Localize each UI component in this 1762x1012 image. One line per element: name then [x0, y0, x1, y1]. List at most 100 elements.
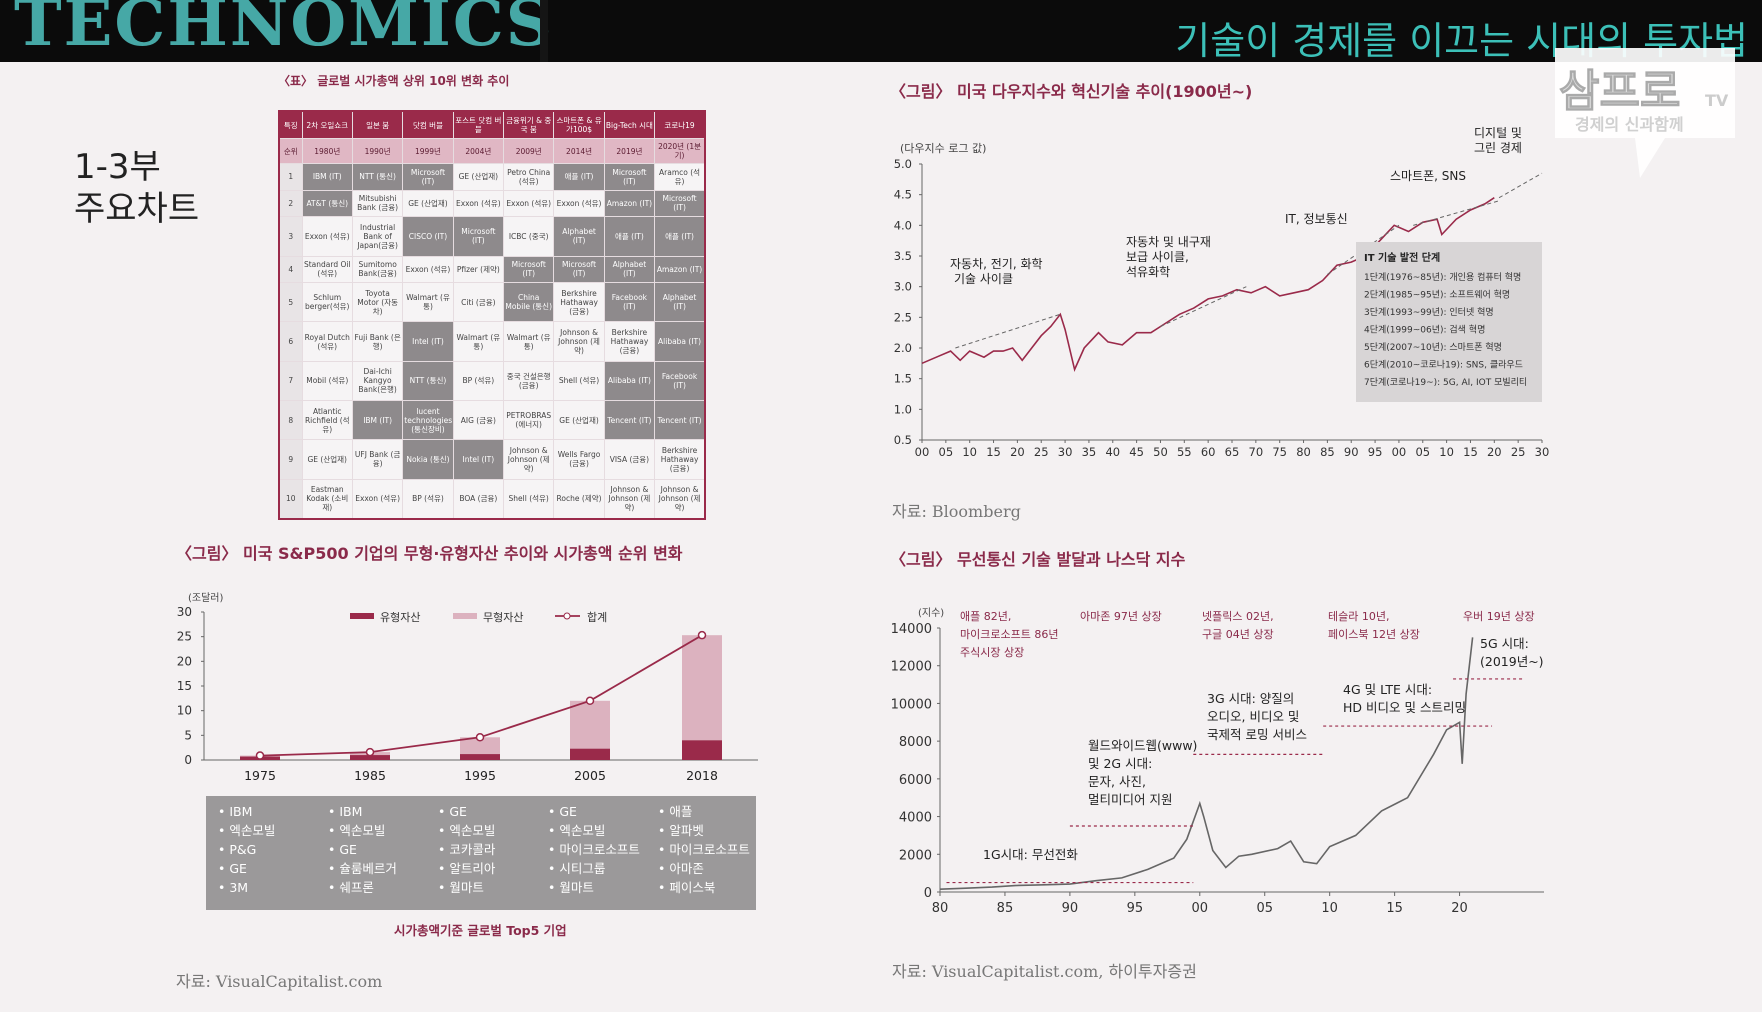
sp-bar-tangible — [350, 755, 390, 760]
company-cell: Alphabet (IT) — [553, 216, 605, 257]
company-cell: Wells Fargo (금융) — [553, 439, 605, 480]
top5-item: • 시티그룹 — [548, 861, 606, 876]
sp-xtick-label: 2005 — [574, 768, 606, 783]
nas-listing-note: 마이크로소프트 86년 — [960, 628, 1058, 641]
company-cell: Exxon (석유) — [553, 189, 605, 218]
dow-annotation: 스마트폰, SNS — [1390, 169, 1466, 183]
company-cell: Microsoft (IT) — [402, 163, 454, 191]
top5-box: • GE • 엑손모빌 • 마이크로소프트 • 시티그룹 • 월마트 — [536, 796, 646, 910]
rank-cell: 7 — [278, 360, 303, 401]
company-cell: Schlum berger(석유) — [301, 282, 353, 323]
table-header-row: 특징 2차 오일쇼크 일본 붐 닷컴 버블 포스트 닷컴 버블 금융위기 & 중국 붐 스마… — [278, 110, 706, 139]
channel-logo: 삼프로 TV 경제의 신과함께 — [1555, 48, 1735, 178]
company-cell: GE (산업재) — [553, 399, 605, 441]
company-cell: IBM (IT) — [301, 163, 353, 191]
company-cell: Alibaba (IT) — [654, 321, 706, 362]
nasdaq-source: 자료: VisualCapitalist.com, 하이투자증권 — [892, 962, 1197, 981]
dow-trend-arrow — [1498, 172, 1543, 199]
year-cell: 1980년 — [301, 138, 353, 164]
company-cell: Johnson & Johnson (제약) — [654, 478, 706, 520]
sp-bar-tangible — [570, 748, 610, 760]
nas-era-label: 및 2G 시대: — [1088, 756, 1152, 771]
sp-bar-intangible — [460, 737, 500, 755]
nas-era-label: 오디오, 비디오 및 — [1207, 709, 1299, 724]
company-cell: Eastman Kodak (소비재) — [301, 478, 353, 520]
year-cell: 2009년 — [503, 138, 555, 164]
company-cell: lucent technologies (통신장비) — [402, 399, 454, 441]
nas-ytick-label: 14000 — [891, 622, 932, 637]
table-row: 10 Eastman Kodak (소비재) Exxon (석유) BP (석유) BO… — [278, 478, 706, 520]
dow-annotation: 자동차 및 내구재 — [1126, 235, 1211, 249]
table-row: 5 Schlum berger(석유) Toyota Motor (자동차) Walm… — [278, 282, 706, 323]
rank-cell: 8 — [278, 399, 303, 441]
top5-item: • 월마트 — [548, 880, 594, 895]
sp-ytick-label: 30 — [177, 605, 192, 619]
sp-legend-label: 무형자산 — [483, 611, 523, 624]
company-cell: China Mobile (통신) — [503, 282, 555, 323]
table-row: 4 Standard Oil (석유) Sumitomo Bank(금융) Exxon… — [278, 255, 706, 284]
nas-xtick-label: 90 — [1062, 901, 1079, 916]
market-cap-table: 특징 2차 오일쇼크 일본 붐 닷컴 버블 포스트 닷컴 버블 금융위기 & 중국 붐 스마… — [278, 110, 706, 520]
company-cell: 애플 (IT) — [553, 163, 605, 191]
nas-ytick-label: 12000 — [891, 660, 932, 675]
company-cell: Atlantic Richfield (석유) — [301, 399, 353, 441]
nas-era-label: (2019년~) — [1480, 654, 1544, 669]
dow-ytick-label: 2.0 — [894, 341, 912, 355]
company-cell: Petro China (석유) — [503, 163, 555, 191]
sp-legend-swatch — [453, 613, 477, 619]
nas-listing-note: 우버 19년 상장 — [1463, 610, 1535, 623]
company-cell: Roche (제약) — [553, 478, 605, 520]
nas-ytick-label: 4000 — [899, 811, 932, 826]
nas-ytick-label: 6000 — [899, 773, 932, 788]
top5-box: • GE • 엑손모빌 • 코카콜라 • 알트리아 • 월마트 — [426, 796, 536, 910]
table-row: 9 GE (산업재) UFJ Bank (금융) Nokia (통신) Intel (I… — [278, 439, 706, 480]
rank-cell: 10 — [278, 478, 303, 520]
company-cell: Alphabet (IT) — [654, 282, 706, 323]
sp-bar-intangible — [682, 635, 722, 741]
table-row: 3 Exxon (석유) Industrial Bank of Japan(금융) C… — [278, 216, 706, 257]
sp-chart-title: 〈그림〉 미국 S&P500 기업의 무형·유형자산 추이와 시가총액 순위 변… — [176, 544, 683, 563]
company-cell: Walmart (유통) — [452, 321, 505, 362]
table-header-cell: Big-Tech 시대 — [603, 110, 656, 139]
company-cell: IBM (IT) — [351, 399, 404, 441]
company-cell: NTT (통신) — [402, 360, 454, 401]
rank-cell: 9 — [278, 439, 303, 480]
dow-annotation: 자동차, 전기, 화학 — [950, 257, 1043, 271]
company-cell: AT&T (통신) — [301, 189, 353, 218]
company-cell: Walmart (유통) — [402, 282, 454, 323]
dow-xtick-label: 20 — [1010, 445, 1025, 459]
company-cell: PETROBRAS (에너지) — [503, 399, 555, 441]
sp-total-point — [697, 630, 707, 640]
dow-annotation: IT, 정보통신 — [1285, 212, 1348, 226]
company-cell: BOA (금융) — [452, 478, 505, 520]
top5-item: • 엑손모빌 — [328, 823, 386, 838]
dow-legend-item: 2단계(1985~95년): 소프트웨어 혁명 — [1364, 289, 1510, 301]
sp-ytick-label: 5 — [184, 728, 192, 742]
sp-total-point — [365, 747, 375, 757]
section-label-line1: 1-3부 — [74, 147, 161, 187]
nas-era-label: 3G 시대: 양질의 — [1207, 691, 1294, 706]
dow-xtick-label: 45 — [1129, 445, 1144, 459]
company-cell: Exxon (석유) — [301, 216, 353, 257]
company-cell: Johnson & Johnson (제약) — [553, 321, 605, 362]
company-cell: AIG (금융) — [452, 399, 505, 441]
nas-xtick-label: 05 — [1256, 901, 1273, 916]
dow-ytick-label: 5.0 — [894, 157, 912, 171]
year-cell: 2014년 — [553, 138, 605, 164]
dow-series-line — [921, 197, 1495, 372]
nas-era-label: 멀티미디어 지원 — [1088, 792, 1172, 807]
top5-item: • 페이스북 — [658, 880, 716, 895]
section-label-line2: 주요차트 — [74, 189, 200, 229]
sp-ytick-label: 10 — [177, 704, 192, 718]
nas-listing-note: 아마존 97년 상장 — [1080, 610, 1162, 623]
dow-xtick-label: 25 — [1511, 445, 1526, 459]
sp-ytick-label: 0 — [184, 753, 192, 767]
year-cell: 2020년 (1분기) — [654, 138, 706, 164]
dow-xtick-label: 00 — [1392, 445, 1407, 459]
year-cell: 2019년 — [603, 138, 656, 164]
dow-chart: (다우지수 로그 값) 0.5 1.0 1.5 2.0 2.5 3.0 3.5 4.0 4.5 5.… — [894, 126, 1550, 459]
nas-xtick-label: 85 — [997, 901, 1014, 916]
sp-xtick-label: 1995 — [464, 768, 496, 783]
dow-annotation: 보급 사이클, — [1126, 250, 1189, 264]
